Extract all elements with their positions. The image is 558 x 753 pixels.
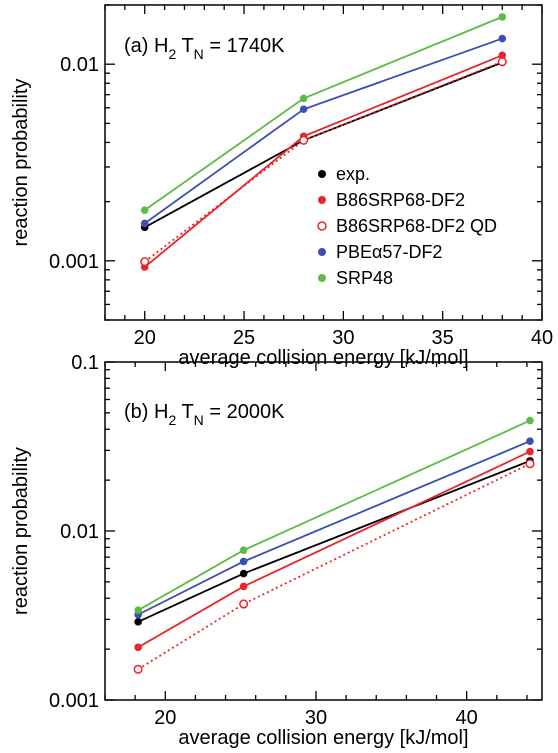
panel-title-part: N [194, 412, 204, 428]
data-point [140, 219, 149, 228]
panel-title-part: = 2000K [204, 401, 285, 423]
chart-panel-b: 20 30 40 0.001 0.01 0.1 average collision ener… [10, 352, 543, 749]
data-point [498, 51, 507, 60]
panel-title-part: T [176, 35, 193, 57]
data-point [299, 94, 308, 103]
series-2 [140, 57, 507, 267]
legend-label: exp. [336, 164, 370, 184]
data-point [239, 569, 248, 578]
series-line [137, 440, 531, 616]
chart-panel-a: 20 25 30 35 40 0.001 0.01 average collision ene… [10, 4, 553, 369]
panel-title-part: (b) H [124, 401, 168, 423]
legend-marker [318, 274, 326, 282]
data-point [299, 135, 309, 145]
series-line [144, 60, 503, 263]
y-tick-label: 0.1 [71, 352, 99, 374]
panel-title-part: N [194, 46, 204, 62]
x-tick-label: 20 [134, 327, 156, 349]
legend-marker [318, 248, 326, 256]
series-2 [133, 459, 535, 674]
panel-title-part: 2 [168, 46, 176, 62]
panel-title-part: (a) H [124, 35, 168, 57]
legend-label: SRP48 [336, 268, 393, 288]
series-1 [134, 447, 534, 652]
data-point [239, 582, 248, 591]
data-point [497, 57, 507, 67]
x-tick-label: 20 [154, 707, 176, 729]
x-axis-label: average collision energy [kJ/mol] [178, 347, 468, 369]
data-point [239, 546, 248, 554]
y-tick-label: 0.001 [49, 251, 99, 273]
panel-title: (b) H2 TN = 2000K [124, 401, 285, 428]
series-1 [140, 51, 507, 271]
panel-title-part: T [176, 401, 193, 423]
data-point [140, 257, 150, 267]
legend: exp. B86SRP68-DF2 B86SRP68-DF2 QD PBEα57-DF… [317, 164, 497, 288]
series-line [137, 460, 531, 623]
y-tick-label: 0.001 [49, 690, 99, 712]
panel-title-part: 2 [168, 412, 176, 428]
series-line [137, 419, 531, 611]
data-point [498, 13, 507, 21]
panel-title: (a) H2 TN = 1740K [124, 35, 285, 62]
x-tick-label: 30 [305, 707, 327, 729]
data-point [526, 437, 534, 445]
data-point [526, 416, 534, 425]
data-point [134, 618, 142, 626]
series-line [137, 462, 531, 671]
panel-title-part: = 1740K [204, 35, 285, 57]
data-point [134, 643, 142, 652]
y-tick-label: 0.01 [60, 54, 99, 76]
legend-marker [318, 196, 326, 204]
x-tick-label: 30 [332, 327, 354, 349]
legend-marker [318, 170, 326, 178]
data-point [498, 34, 507, 43]
y-axis-label: reaction probability [10, 79, 32, 247]
x-tick-label: 40 [531, 327, 553, 349]
y-axis-label: reaction probability [10, 447, 32, 615]
data-point [299, 105, 308, 114]
legend-marker [317, 221, 327, 231]
series-4 [140, 13, 507, 214]
data-point [239, 599, 249, 609]
data-point [134, 606, 142, 614]
data-point [526, 447, 534, 456]
series-0 [134, 457, 534, 626]
y-tick-label: 0.01 [60, 521, 99, 543]
x-axis-label: average collision energy [kJ/mol] [178, 727, 468, 749]
data-point [140, 206, 149, 214]
series-3 [134, 437, 534, 619]
data-point [239, 557, 248, 566]
series-4 [134, 416, 534, 614]
x-tick-label: 25 [233, 327, 255, 349]
series-3 [140, 34, 507, 228]
data-point [133, 664, 143, 674]
x-tick-label: 35 [432, 327, 454, 349]
legend-label: PBEα57-DF2 [336, 242, 442, 262]
x-tick-label: 40 [456, 707, 478, 729]
data-point [525, 459, 535, 469]
legend-label: B86SRP68-DF2 [336, 190, 465, 210]
series-line [137, 450, 531, 649]
legend-label: B86SRP68-DF2 QD [336, 216, 497, 236]
